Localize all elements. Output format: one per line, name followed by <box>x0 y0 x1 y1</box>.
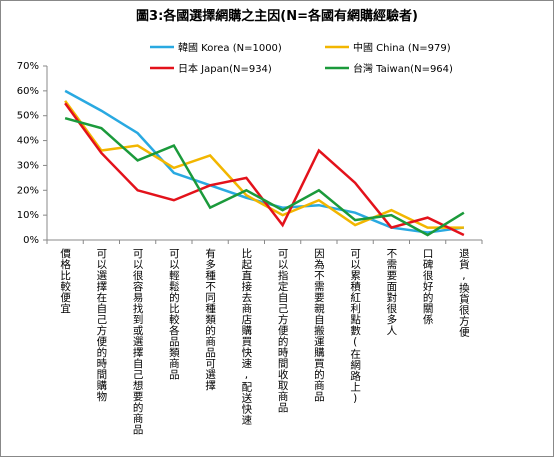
x-tick-label: 比起直接去商店購買快速,配送快速 <box>240 247 252 425</box>
x-tick-label: 可以輕鬆的比較各品類商品 <box>168 248 180 380</box>
y-tick-label: 40% <box>17 136 39 147</box>
series-line <box>64 116 465 237</box>
x-tick-label: 口碑很好的關係 <box>422 248 434 325</box>
x-tick-label: 價格比較便宜 <box>59 247 71 314</box>
y-tick-label: 10% <box>17 210 39 221</box>
y-tick-label: 50% <box>17 111 39 122</box>
x-tick-label: 可以選擇在自己方便的時間購物 <box>95 248 107 402</box>
y-tick-label: 70% <box>17 61 39 72</box>
y-tick-label: 60% <box>17 86 39 97</box>
legend-label: 日本 Japan(N=934) <box>178 62 272 75</box>
series-line <box>64 100 464 229</box>
y-tick-label: 0% <box>23 235 39 246</box>
legend-label: 韓國 Korea (N=1000) <box>178 42 282 54</box>
x-tick-label: 可以累積紅利點數(在網路上) <box>349 248 361 405</box>
x-tick-label: 退貨,換貨很方便 <box>458 248 470 338</box>
x-tick-label: 可以很容易找到或選擇自己想要的商品 <box>132 248 144 435</box>
y-tick-label: 30% <box>17 160 39 171</box>
y-tick-label: 20% <box>17 185 39 196</box>
x-tick-label: 可以指定自己方便的時間收取商品 <box>277 248 289 413</box>
legend-label: 中國 China (N=979) <box>353 41 451 54</box>
chart-title: 圖3:各國選擇網購之主因(N=各國有網購經驗者) <box>136 8 418 24</box>
legend-label: 台灣 Taiwan(N=964) <box>353 62 453 75</box>
x-tick-label: 不需要面對很多人 <box>385 248 397 336</box>
x-tick-label: 因為不需要親自搬運購買的商品 <box>313 248 325 402</box>
x-tick-label: 有多種不同種類的商品可選擇 <box>204 247 216 391</box>
